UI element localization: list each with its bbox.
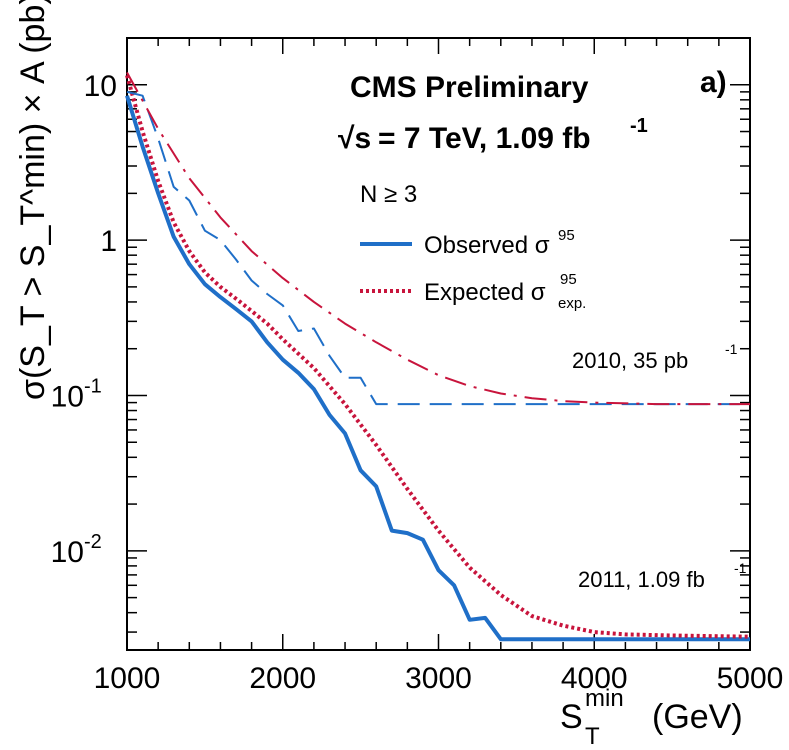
x-tick-label: 3000: [405, 662, 472, 695]
annotation-2011: 2011, 1.09 fb -1: [578, 560, 747, 592]
x-tick-label: 2000: [249, 662, 316, 695]
selection-label: N ≥ 3: [360, 181, 417, 208]
y-tick-label-exponent: -1: [84, 375, 102, 397]
axis-ticks: [126, 37, 751, 650]
legend-expected-sub: exp.: [558, 295, 586, 312]
annotation-2011-text: 2011, 1.09 fb: [578, 567, 705, 592]
legend-observed-label: Observed σ: [424, 232, 550, 259]
annotation-2010-sup: -1: [725, 341, 738, 357]
x-axis-label-main: S: [560, 698, 583, 736]
y-tick-label: 10: [51, 380, 84, 413]
x-axis-label: S min T (GeV): [560, 685, 743, 750]
legend-expected-sup: 95: [560, 271, 577, 288]
annotation-2011-sup: -1: [734, 560, 747, 576]
series-layer: [125, 72, 751, 642]
y-tick-label: 10: [51, 536, 84, 569]
y-tick-label-exponent: -2: [84, 531, 102, 553]
x-axis-label-sup: min: [585, 685, 624, 712]
series-line-dashdot: [126, 72, 750, 406]
annotation-2010: 2010, 35 pb -1: [572, 341, 738, 373]
energy-lumi-sup: -1: [630, 115, 648, 137]
annotation-2010-text: 2010, 35 pb: [572, 348, 688, 373]
x-axis-label-unit: (GeV): [652, 698, 743, 736]
x-axis-label-sub: T: [585, 723, 600, 750]
chart-title: CMS Preliminary: [350, 71, 589, 104]
x-tick-label: 1000: [94, 662, 161, 695]
energy-lumi-label: √s = 7 TeV, 1.09 fb -1: [338, 115, 648, 155]
energy-lumi-text: = 7 TeV, 1.09 fb: [378, 122, 591, 155]
panel-label: a): [700, 66, 727, 99]
legend: Observed σ 95 Expected σ 95 exp.: [360, 227, 586, 312]
x-tick-label: 4000: [561, 662, 628, 695]
series-line-dotted: [125, 74, 751, 639]
y-axis-label: σ(S_T > S_T^min) × A (pb): [14, 0, 52, 400]
legend-expected-label: Expected σ: [424, 279, 546, 306]
sqrt-s-label: √s: [338, 122, 371, 155]
y-tick-label: 1: [100, 225, 117, 258]
series-line-solid: [125, 95, 750, 642]
series-line-longdash: [126, 90, 750, 406]
x-tick-label: 5000: [717, 662, 784, 695]
y-tick-label: 10: [84, 70, 117, 103]
legend-observed-sup: 95: [558, 227, 575, 244]
